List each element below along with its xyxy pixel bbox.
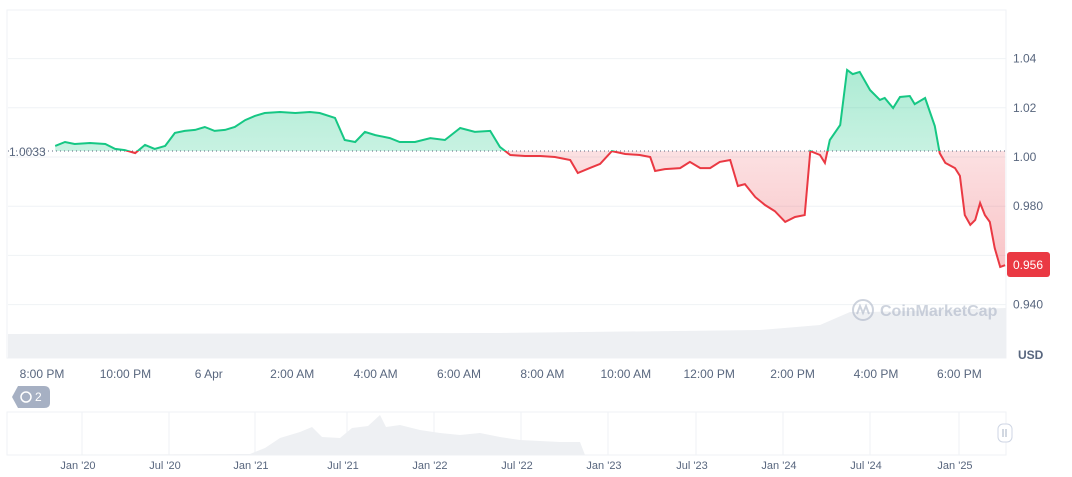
navigator-handle[interactable]	[997, 423, 1013, 443]
navigator-label: Jan '24	[761, 460, 796, 472]
x-tick-label: 10:00 PM	[100, 367, 151, 381]
x-tick-label: 4:00 PM	[854, 367, 899, 381]
y-tick-label: 0.980	[1013, 199, 1043, 213]
history-badge[interactable]: 2	[12, 386, 50, 408]
x-tick-label: 6:00 AM	[437, 367, 481, 381]
baseline-label: 1.0033	[9, 145, 46, 159]
volume-area	[8, 308, 1006, 358]
area-below-baseline	[55, 151, 1006, 267]
current-price-tag	[1007, 252, 1050, 277]
x-tick-label: 6 Apr	[195, 367, 223, 381]
y-tick-label: 1.02	[1013, 101, 1037, 115]
navigator-label: Jan '25	[937, 460, 972, 472]
x-tick-label: 12:00 PM	[684, 367, 735, 381]
navigator-label: Jan '22	[412, 460, 447, 472]
x-tick-label: 8:00 PM	[20, 367, 65, 381]
price-line-down	[123, 151, 1006, 269]
navigator-label: Jul '20	[149, 460, 180, 472]
plot-frame	[6, 9, 1007, 359]
navigator-label: Jan '23	[586, 460, 621, 472]
svg-text:2: 2	[35, 390, 42, 404]
current-price-label: 0.956	[1013, 258, 1043, 272]
navigator-label: Jan '21	[233, 460, 268, 472]
x-tick-label: 8:00 AM	[520, 367, 564, 381]
navigator-label: Jul '22	[501, 460, 532, 472]
navigator-label: Jan '20	[60, 460, 95, 472]
x-tick-label: 2:00 PM	[770, 367, 815, 381]
navigator-label: Jul '24	[850, 460, 881, 472]
watermark-logo: CoinMarketCap	[852, 299, 998, 321]
x-tick-label: 2:00 AM	[270, 367, 314, 381]
unit-label: USD	[1018, 348, 1044, 362]
history-icon	[20, 391, 32, 403]
navigator-label: Jul '23	[676, 460, 707, 472]
navigator-label: Jul '21	[327, 460, 358, 472]
x-tick-label: 10:00 AM	[600, 367, 651, 381]
y-tick-label: 0.940	[1013, 298, 1043, 312]
svg-text:CoinMarketCap: CoinMarketCap	[880, 303, 998, 320]
navigator-area	[8, 415, 585, 455]
y-tick-label: 1.04	[1013, 52, 1037, 66]
x-tick-label: 6:00 PM	[937, 367, 982, 381]
price-line-up	[54, 68, 941, 151]
x-tick-label: 4:00 AM	[354, 367, 398, 381]
y-tick-label: 1.00	[1013, 150, 1037, 164]
area-above-baseline	[55, 69, 1006, 151]
